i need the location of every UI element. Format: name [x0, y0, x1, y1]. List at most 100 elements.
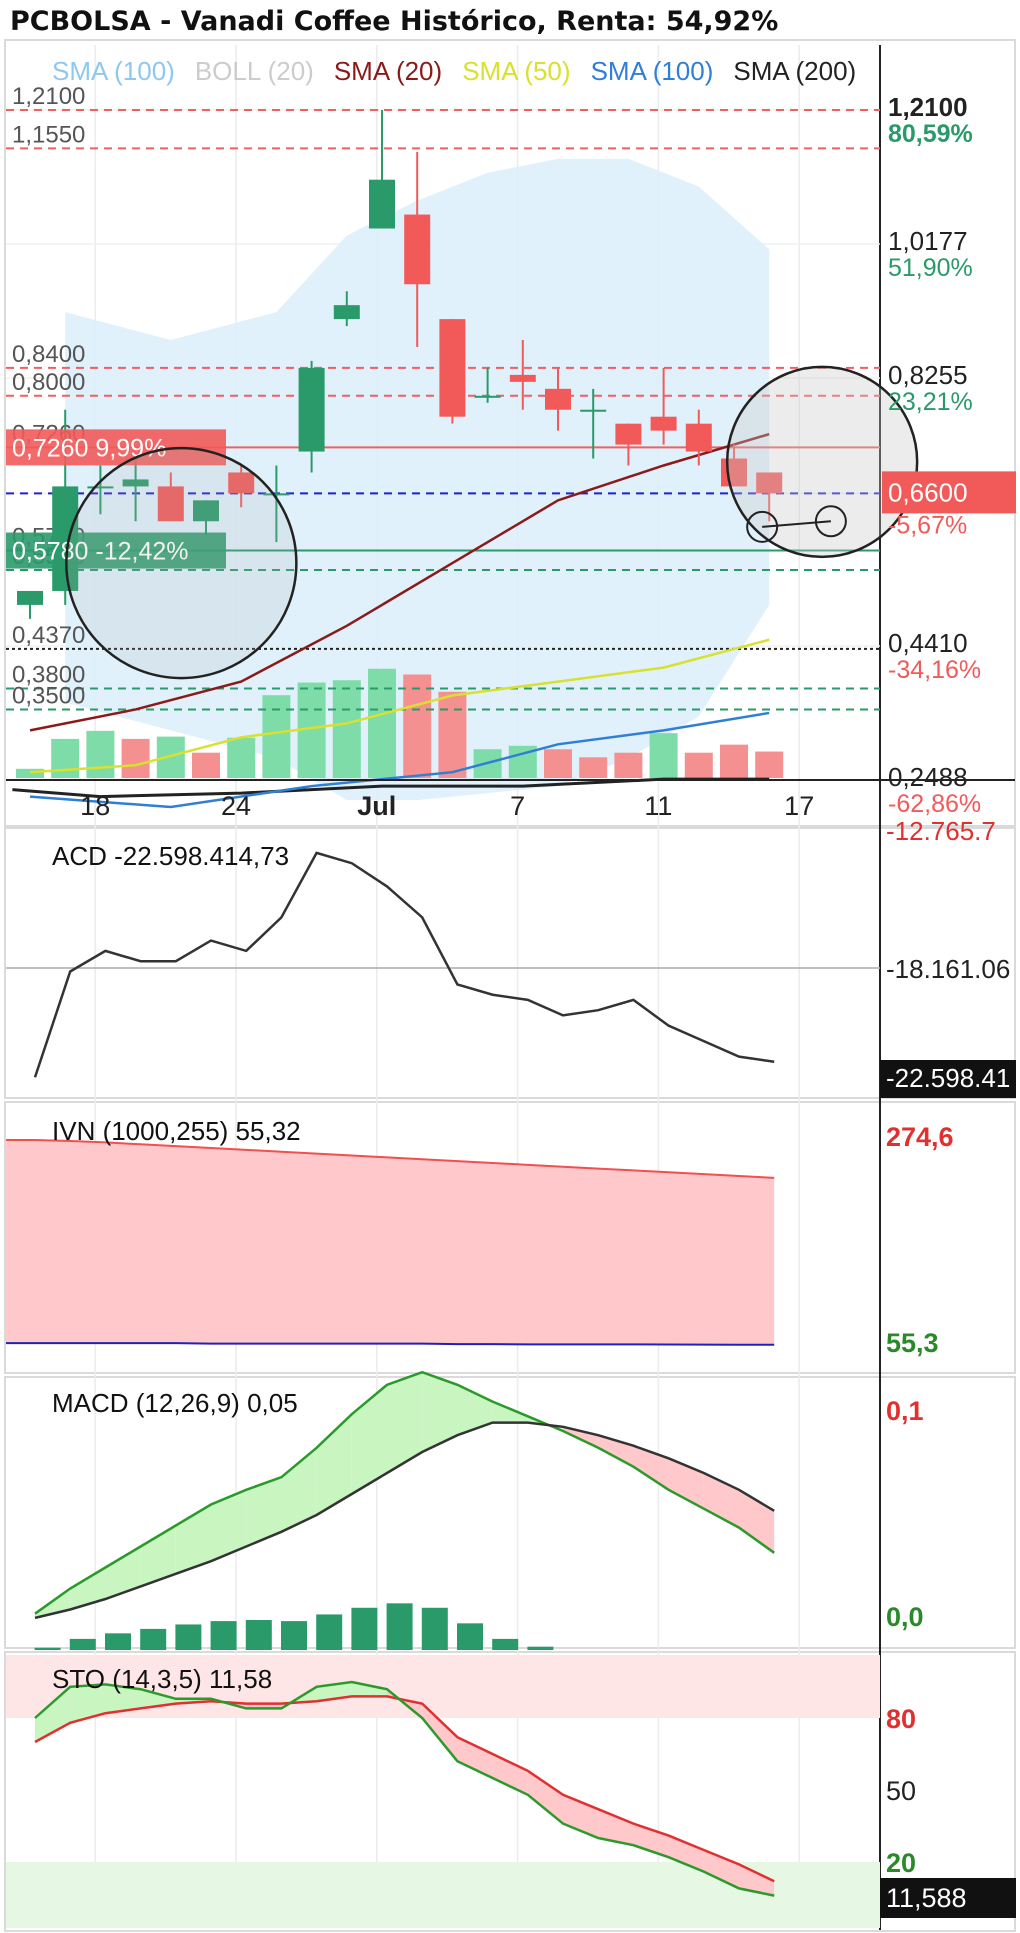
level-label: 0,3500 [12, 682, 85, 709]
acd-axis-mid: -18.161.06 [886, 954, 1010, 984]
macd-fill [387, 1372, 423, 1473]
candle-body [545, 388, 571, 410]
right-pct-label: 51,90% [888, 254, 973, 282]
macd-hist-bar [386, 1603, 413, 1650]
ivn-axis-top: 274,6 [886, 1122, 954, 1152]
candle-body [685, 423, 712, 452]
sto-axis-80: 80 [886, 1704, 916, 1734]
right-pct-label: 80,59% [888, 120, 973, 148]
drawn-small-circle [746, 510, 779, 543]
sto-fill [527, 1770, 563, 1824]
sto-k-line [34, 1680, 775, 1897]
macd-axis-top: 0,1 [886, 1396, 924, 1426]
volume-bar [51, 738, 80, 778]
price-badge-label: 0,5780 -12,42% [12, 538, 189, 566]
macd-fill [246, 1477, 282, 1547]
sma50-line [29, 638, 770, 774]
volume-bar [368, 668, 396, 778]
volume-bar [579, 757, 608, 778]
candle-body [17, 590, 43, 605]
drawn-line [762, 520, 831, 528]
acd-line [33, 851, 775, 1078]
candle-body [615, 423, 642, 445]
macd-hist-bar [34, 1647, 61, 1650]
sto-fill [492, 1754, 528, 1795]
volume-bar [262, 695, 291, 778]
acd-label: ACD -22.598.414,73 [52, 841, 289, 871]
right-price-label: 0,8255 [888, 360, 968, 390]
sto-fill [703, 1850, 739, 1889]
macd-fill [739, 1489, 775, 1553]
sto-fill [351, 1682, 387, 1697]
chart-title: PCBOLSA - Vanadi Coffee Histórico, Renta… [10, 6, 779, 37]
macd-hist-bar [281, 1621, 307, 1650]
ivn-red-line [6, 1139, 775, 1179]
candle-body [369, 179, 395, 229]
volume-bar [755, 751, 784, 778]
sto-d-line [34, 1695, 775, 1883]
right-pct-label: -34,16% [888, 656, 981, 684]
sto-axis-50: 50 [886, 1776, 916, 1806]
price-badge-label: 0,7260 9,99% [12, 434, 166, 462]
volume-bar [438, 691, 467, 778]
bollinger-band [65, 158, 770, 801]
right-pct-label: -62,86% [888, 790, 981, 818]
panel-frame [4, 1101, 1016, 1374]
macd-fill [140, 1525, 176, 1587]
x-tick-label: Jul [357, 791, 396, 821]
macd-axis-zero: 0,0 [886, 1602, 924, 1632]
drawn-small-circle [814, 505, 847, 538]
drawn-circle [65, 446, 298, 680]
macd-fill [105, 1546, 141, 1599]
sto-fill [105, 1684, 141, 1714]
macd-fill [70, 1567, 106, 1610]
right-price-label: 0,4410 [888, 628, 968, 658]
sto-fill [668, 1835, 704, 1872]
macd-hist-bar [316, 1614, 343, 1650]
right-price-label: 0,2488 [888, 762, 968, 792]
volume-bar [332, 680, 361, 778]
candle-body [721, 458, 747, 487]
candle-body [193, 500, 219, 522]
candle-body [439, 319, 466, 417]
volume-bar [649, 733, 678, 778]
macd-hist-bar [175, 1624, 202, 1650]
candle-body [404, 214, 431, 285]
level-label: 0,3800 [12, 662, 85, 689]
macd-hist-bar [421, 1607, 448, 1650]
volume-bar [86, 730, 115, 778]
macd-hist-bar [492, 1638, 519, 1650]
volume-bar [614, 752, 643, 778]
right-price-label: 1,0177 [888, 226, 968, 256]
volume-bar [16, 768, 44, 778]
sto-fill [633, 1823, 669, 1858]
right-price-label: 0,6600 [888, 477, 968, 507]
drawn-circle [725, 365, 919, 559]
sto-last-box [880, 1878, 1016, 1918]
right-pct-label: -5,67% [888, 511, 967, 539]
x-tick-label: 7 [510, 791, 525, 821]
legend: SMA (100) BOLL (20) SMA (20) SMA (50) SMA (1… [52, 56, 856, 86]
candle-body [650, 416, 677, 431]
candle-body [333, 305, 360, 320]
macd-hist-bar [210, 1621, 237, 1650]
level-label: 0,4370 [12, 622, 85, 649]
macd-fill [492, 1401, 528, 1423]
candle-body [509, 374, 536, 382]
sto-fill [422, 1703, 458, 1762]
legend-entry: SMA (100) [52, 56, 175, 86]
level-label: 0,8000 [12, 369, 85, 396]
sto-axis-20: 20 [886, 1848, 916, 1878]
macd-fill [422, 1372, 458, 1452]
legend-entry: SMA (20) [334, 56, 442, 86]
macd-hist-bar [105, 1633, 131, 1650]
macd-line [34, 1370, 775, 1615]
volume-bar [544, 749, 572, 778]
macd-hist-bar [527, 1646, 554, 1650]
sto-label: STO (14,3,5) 11,58 [52, 1664, 272, 1694]
legend-entry: SMA (200) [733, 56, 856, 86]
volume-bar [684, 752, 713, 778]
x-tick-label: 17 [784, 791, 814, 821]
legend-entry: BOLL (20) [195, 56, 314, 86]
